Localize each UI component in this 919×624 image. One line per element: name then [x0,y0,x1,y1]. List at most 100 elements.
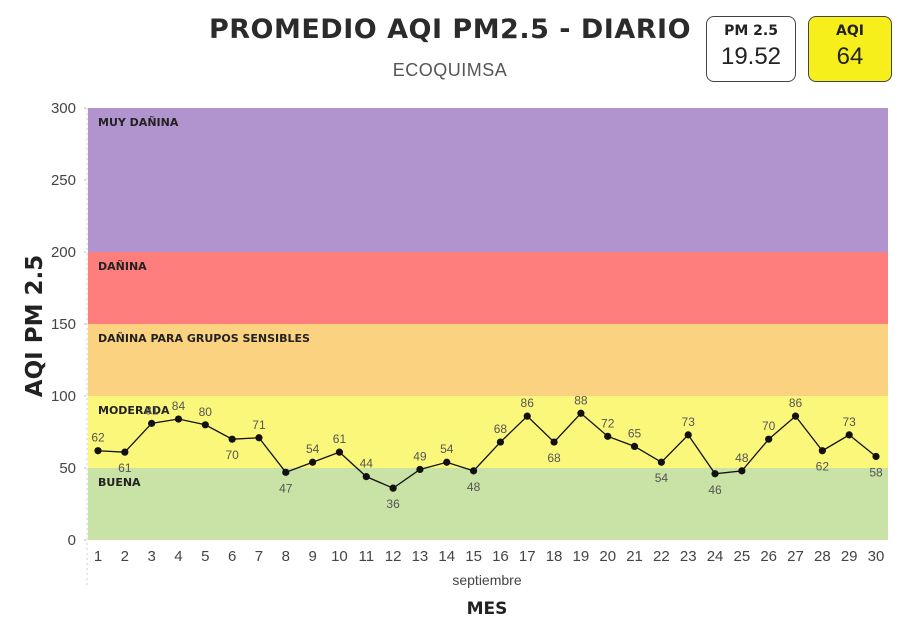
y-tick-label: 100 [51,388,76,405]
x-tick-label: 22 [653,548,670,565]
x-tick-label: 26 [760,548,777,565]
x-tick-label: 30 [868,548,885,565]
data-label: 49 [413,449,427,463]
data-label: 72 [601,416,615,430]
band-label: DAÑINA [98,260,147,273]
data-point [94,447,102,455]
x-tick-label: 14 [438,548,455,565]
x-tick-label: 27 [787,548,804,565]
data-point [791,412,800,420]
x-tick-label: 12 [385,548,402,565]
y-tick-label: 0 [68,532,76,549]
data-label: 47 [279,481,293,495]
x-tick-label: 8 [282,548,290,565]
data-label: 86 [521,396,535,410]
x-tick-label: 10 [331,548,348,565]
x-tick-label: 6 [228,548,236,565]
x-tick-label: 29 [841,548,858,565]
data-point [416,465,424,474]
data-point [630,442,639,450]
x-tick-label: 3 [147,548,155,565]
aqi-card-value: 64 [836,43,864,70]
data-point [684,431,692,439]
data-label: 80 [199,405,213,419]
data-point [577,409,585,417]
y-tick-label: 50 [59,460,76,477]
data-label: 54 [306,442,320,456]
data-label: 71 [252,418,266,432]
x-tick-label: 9 [308,548,316,565]
series-line [97,412,877,489]
data-label: 62 [91,431,105,445]
x-tick-label: 28 [814,548,831,565]
y-tick-label: 250 [51,172,76,189]
y-axis-title: AQI PM 2.5 [22,255,48,397]
data-label: 36 [386,497,400,511]
data-point [121,448,129,456]
band-label: BUENA [98,476,141,489]
data-point [174,415,183,423]
x-tick-label: 25 [734,548,751,565]
x-tick-label: 19 [573,548,590,565]
data-point [550,438,558,446]
data-label: 84 [172,399,186,413]
chart-subtitle: ECOQUIMSA [392,60,508,80]
x-axis-sublabel: septiembre [452,572,521,588]
data-label: 48 [467,480,481,494]
data-point [201,421,209,429]
band-buena [88,468,888,540]
x-tick-label: 5 [201,548,209,565]
x-tick-label: 11 [358,548,374,565]
data-label: 44 [360,457,374,471]
aqi-card-label: AQI [836,23,864,39]
data-point [604,432,612,440]
data-point [711,470,719,478]
data-label: 61 [118,461,132,475]
data-label: 70 [762,419,776,433]
band-label: MUY DAÑINA [98,116,179,129]
y-tick-label: 300 [51,100,76,117]
data-point [228,435,236,443]
data-point [872,452,880,461]
x-tick-label: 13 [412,548,429,565]
aqi-bands: BUENA MODERADA DAÑINA PARA GRUPOS SENSIBLE… [88,108,888,540]
y-tick-label: 150 [51,316,76,333]
x-tick-label: 20 [599,548,616,565]
data-label: 73 [842,415,856,429]
data-point [148,419,156,427]
data-label: 73 [682,415,696,429]
data-label: 81 [145,403,159,417]
aqi-series-line [97,412,877,489]
data-label: 54 [440,442,454,456]
x-tick-label: 21 [626,548,643,565]
data-point [309,458,317,466]
data-label: 61 [333,432,347,446]
y-tick-label: 200 [51,244,76,261]
data-point [282,468,290,476]
data-label: 68 [547,451,561,465]
x-tick-label: 2 [121,548,129,565]
band-label: DAÑINA PARA GRUPOS SENSIBLES [98,332,310,345]
aqi-card: AQI 64 [808,16,892,82]
x-tick-label: 7 [255,548,263,565]
data-label: 48 [735,451,749,465]
data-label: 46 [708,483,722,497]
data-point [738,467,746,475]
gridlines [84,107,88,588]
x-tick-label: 16 [492,548,509,565]
data-point [255,434,263,442]
data-label: 62 [816,460,830,474]
x-tick-label: 1 [94,548,102,565]
data-point [523,412,531,420]
data-label: 88 [574,393,588,407]
x-axis-ticks: 1 2 3 4 5 6 7 8 9 10 11 12 13 14 15 16 17 18 19 20 21 22 23 24 2… [94,548,885,565]
data-point [335,448,344,456]
y-axis-ticks: 0 50 100 150 200 250 300 [51,100,76,549]
x-tick-label: 17 [519,548,536,565]
data-point [389,484,397,492]
data-label: 54 [655,471,669,485]
data-point [469,467,478,475]
x-axis-title: MES [467,599,508,619]
pm25-card: PM 2.5 19.52 [706,16,796,82]
